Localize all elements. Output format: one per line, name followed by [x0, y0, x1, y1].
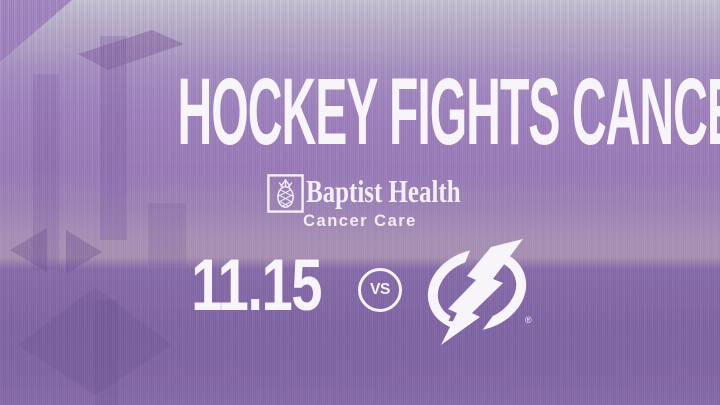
shape-polygon — [0, 0, 72, 62]
game-date-wrap: 11.15 — [180, 245, 332, 326]
sponsor-division: Cancer Care — [303, 212, 417, 230]
shape-polygon — [66, 230, 102, 274]
shape-polygon — [100, 36, 127, 240]
vs-label: VS — [370, 281, 390, 298]
pineapple-icon — [267, 174, 304, 213]
shape-polygon — [78, 30, 184, 70]
vs-badge: VS — [358, 268, 402, 312]
event-title: HOCKEY FIGHTS CANCER — [177, 59, 720, 165]
shape-polygon — [18, 287, 172, 395]
lightning-bolt-team-logo: ® — [427, 239, 532, 345]
shape-polygon — [33, 74, 59, 270]
lightning-bolt-icon — [441, 239, 523, 345]
game-date: 11.15 — [191, 245, 322, 326]
sponsor-name: Baptist Health — [306, 173, 461, 209]
registered-trademark: ® — [525, 315, 532, 325]
shape-polygon — [95, 300, 118, 405]
logo-ring — [427, 248, 527, 332]
shape-polygon — [10, 228, 47, 272]
